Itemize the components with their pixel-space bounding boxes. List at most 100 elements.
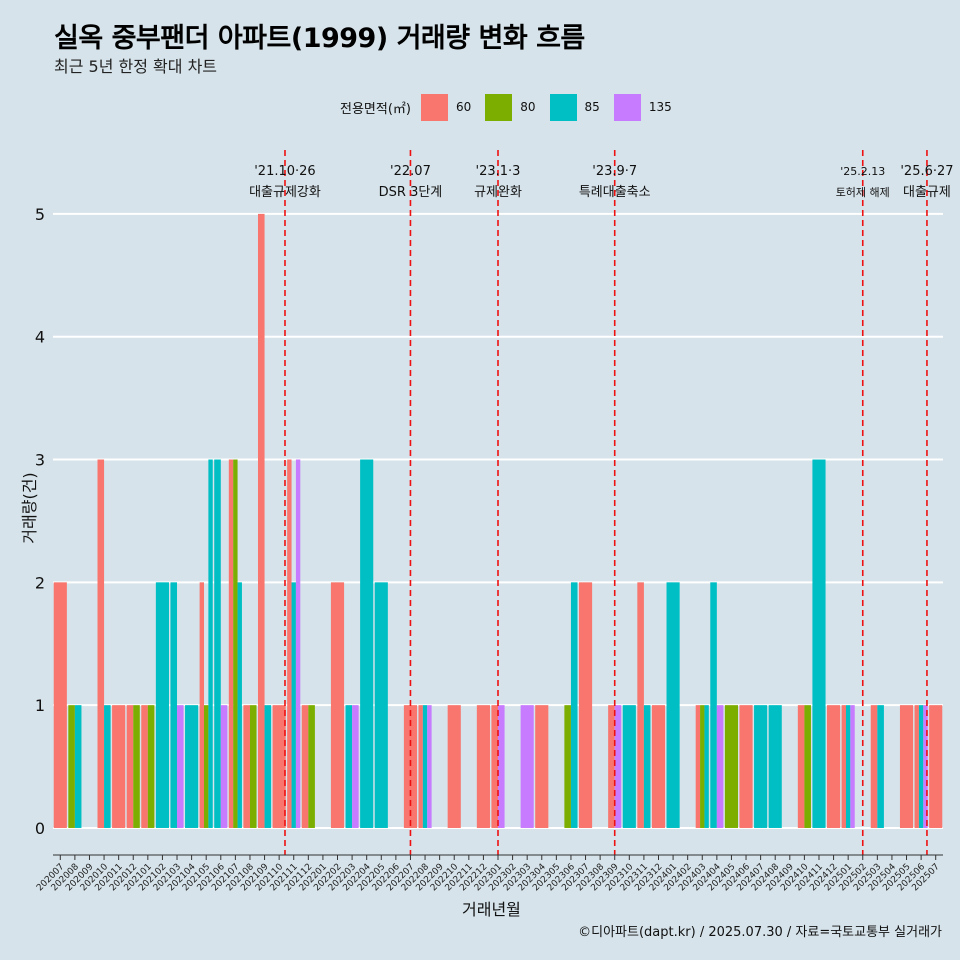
bar-202506-85 bbox=[918, 705, 924, 828]
bar-202106-135 bbox=[220, 705, 228, 828]
event-date-202502: '25.2.13 bbox=[840, 165, 885, 178]
bar-202412-60 bbox=[827, 705, 841, 828]
legend-item-135: 135 bbox=[613, 93, 686, 121]
bar-202210-60 bbox=[447, 705, 461, 828]
y-axis-title: 거래량(건) bbox=[20, 472, 39, 544]
bar-202403-60 bbox=[695, 705, 701, 828]
event-label-202301: 규제완화 bbox=[474, 185, 522, 200]
bar-202301-135 bbox=[498, 705, 505, 828]
bar-202505-60 bbox=[899, 705, 914, 828]
event-label-202207: DSR 3단계 bbox=[379, 185, 443, 200]
legend-swatch-60 bbox=[420, 93, 448, 121]
event-label-202506: 대출규제 bbox=[903, 185, 951, 200]
bar-202010-60 bbox=[97, 459, 105, 828]
y-tick-label-0: 0 bbox=[35, 819, 45, 838]
bar-202012-60 bbox=[126, 705, 134, 828]
bar-202309-135 bbox=[614, 705, 622, 828]
bar-202111-85 bbox=[291, 582, 296, 828]
bar-202501-85 bbox=[845, 705, 851, 828]
y-tick-label-3: 3 bbox=[35, 451, 45, 470]
bar-202112-60 bbox=[301, 705, 309, 828]
bar-202301-60 bbox=[491, 705, 498, 828]
bar-202103-135 bbox=[177, 705, 184, 828]
bar-202310-85 bbox=[622, 705, 636, 828]
bar-202101-60 bbox=[141, 705, 148, 828]
bar-202103-85 bbox=[170, 582, 178, 828]
bar-202501-135 bbox=[850, 705, 855, 828]
bar-202208-60 bbox=[418, 705, 423, 828]
bar-202203-85 bbox=[345, 705, 353, 828]
bar-202309-60 bbox=[608, 705, 615, 828]
event-date-202110: '21.10·26 bbox=[254, 164, 315, 179]
bar-202503-85 bbox=[877, 705, 884, 828]
y-tick-label-2: 2 bbox=[35, 573, 45, 592]
legend-swatch-80 bbox=[485, 93, 513, 121]
bar-202304-60 bbox=[535, 705, 549, 828]
bar-202208-85 bbox=[422, 705, 428, 828]
bar-202503-60 bbox=[870, 705, 878, 828]
bar-202010-85 bbox=[104, 705, 111, 828]
legend-item-85: 85 bbox=[549, 93, 614, 121]
bar-layer bbox=[53, 213, 943, 828]
bar-202306-80 bbox=[564, 705, 571, 828]
event-date-202309: '23.9·7 bbox=[592, 164, 637, 179]
bar-202012-80 bbox=[133, 705, 140, 828]
bar-202401-85 bbox=[666, 582, 680, 828]
event-date-202207: '22.07 bbox=[390, 164, 431, 179]
bar-202205-85 bbox=[374, 582, 388, 828]
event-date-202506: '25.6·27 bbox=[900, 164, 953, 179]
bar-202102-85 bbox=[155, 582, 169, 828]
bar-202011-60 bbox=[112, 705, 126, 828]
bar-202204-85 bbox=[360, 459, 374, 828]
event-lines: '21.10·26 대출규제강화 '22.07 DSR 3단계 '23.1·3 규제완화 '… bbox=[249, 150, 954, 855]
bar-202202-60 bbox=[330, 582, 345, 828]
bar-202105-85 bbox=[208, 459, 213, 828]
bar-202104-85 bbox=[185, 705, 199, 828]
event-date-202301: '23.1·3 bbox=[476, 164, 521, 179]
bar-202404-85 bbox=[710, 582, 717, 828]
bar-202406-60 bbox=[739, 705, 753, 828]
source-caption: ©디아파트(dapt.kr) / 2025.07.30 / 자료=국토교통부 실… bbox=[578, 925, 942, 940]
bar-202405-80 bbox=[724, 705, 739, 828]
bar-202404-135 bbox=[716, 705, 724, 828]
bar-202007-60 bbox=[53, 582, 67, 828]
bar-202506-135 bbox=[923, 705, 928, 828]
bar-202506-60 bbox=[914, 705, 919, 828]
bar-202403-85 bbox=[704, 705, 709, 828]
bar-202507-60 bbox=[929, 705, 943, 828]
bar-202410-80 bbox=[804, 705, 811, 828]
bar-202108-60 bbox=[243, 705, 250, 828]
bar-202411-85 bbox=[812, 459, 826, 828]
y-tick-label-5: 5 bbox=[35, 205, 45, 224]
bar-202306-85 bbox=[570, 582, 578, 828]
legend-label-85: 85 bbox=[584, 100, 600, 114]
bar-202312-60 bbox=[651, 705, 666, 828]
bar-202112-80 bbox=[308, 705, 315, 828]
bar-202311-85 bbox=[643, 705, 651, 828]
y-axis: 0 1 2 3 4 5 bbox=[35, 205, 45, 838]
bar-202105-80 bbox=[204, 705, 209, 828]
bar-202109-60 bbox=[257, 213, 265, 828]
bar-202111-135 bbox=[295, 459, 301, 828]
bar-202307-60 bbox=[578, 582, 593, 828]
bar-202008-85 bbox=[74, 705, 82, 828]
bar-202101-80 bbox=[147, 705, 155, 828]
x-axis-title: 거래년월 bbox=[462, 900, 521, 919]
bar-202105-60 bbox=[199, 582, 205, 828]
bar-202212-60 bbox=[476, 705, 490, 828]
bar-202008-80 bbox=[68, 705, 75, 828]
y-tick-label-4: 4 bbox=[35, 328, 45, 347]
bar-202106-85 bbox=[214, 459, 221, 828]
legend: 전용면적(㎡) 60 80 85 135 bbox=[340, 93, 686, 121]
chart-subtitle: 최근 5년 한정 확대 차트 bbox=[54, 57, 218, 76]
bar-202110-60 bbox=[272, 705, 286, 828]
y-tick-label-1: 1 bbox=[35, 696, 45, 715]
bar-202108-80 bbox=[249, 705, 257, 828]
bar-202107-85 bbox=[237, 582, 242, 828]
bar-202208-135 bbox=[427, 705, 432, 828]
legend-item-60: 60 bbox=[420, 93, 485, 121]
legend-swatch-85 bbox=[549, 93, 577, 121]
x-axis: 2020072020082020092020102020112020122021… bbox=[35, 854, 943, 893]
bar-202303-135 bbox=[520, 705, 534, 828]
